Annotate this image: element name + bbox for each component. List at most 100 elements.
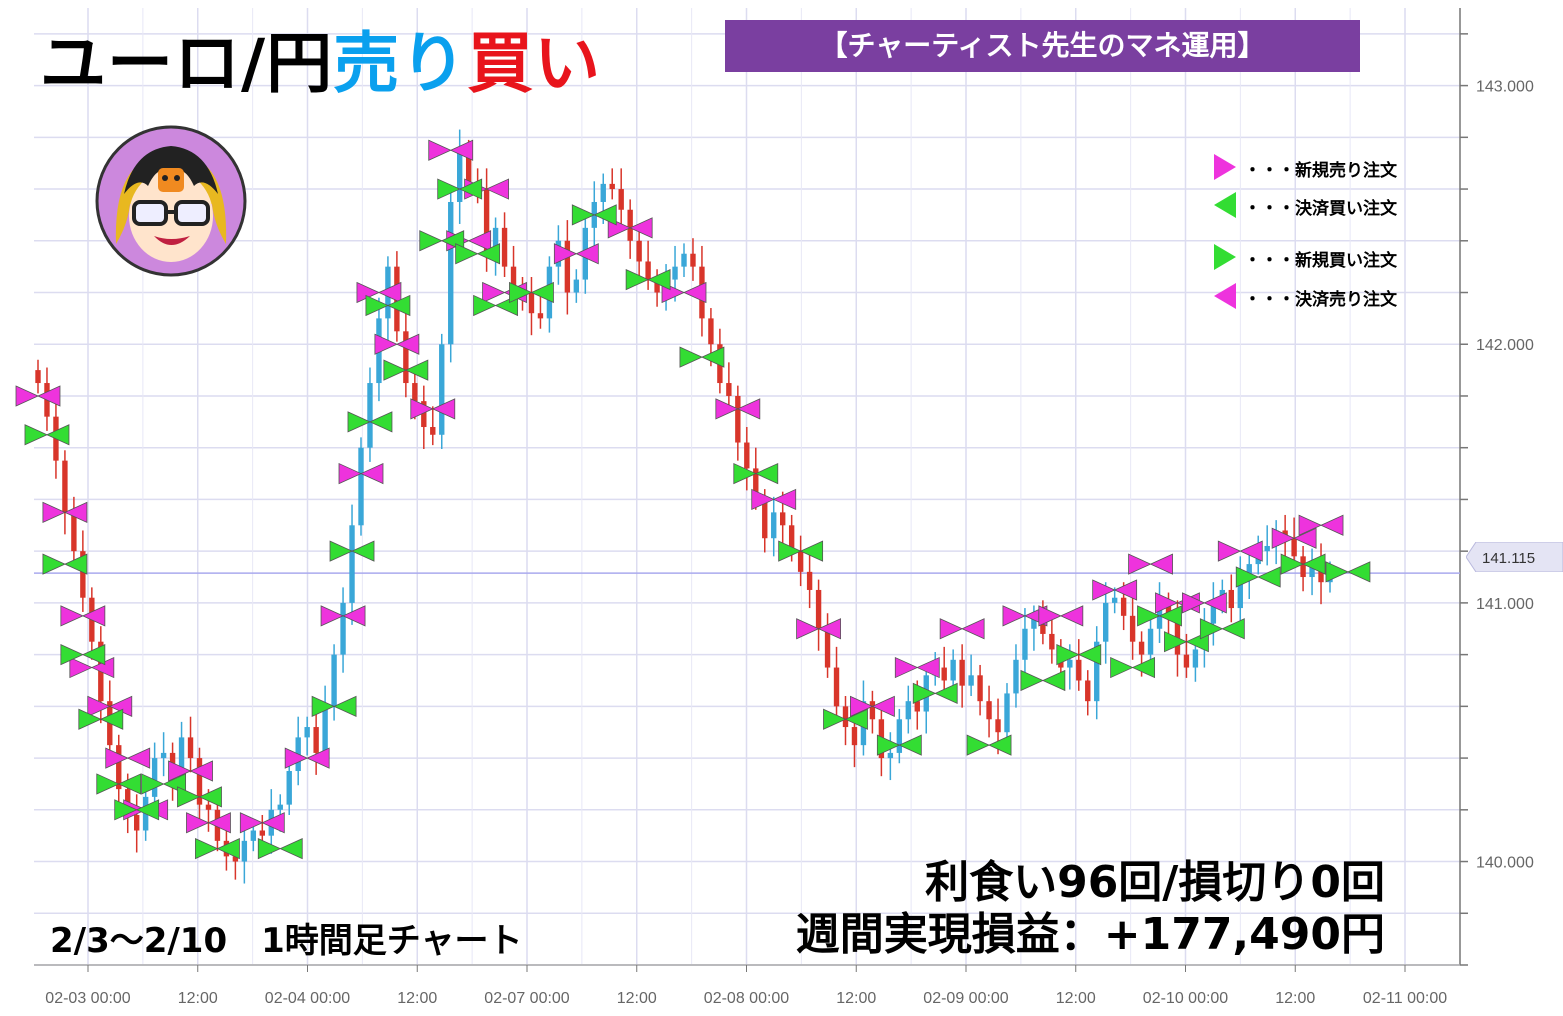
candle-body [277,804,283,810]
sell-order-marker [428,139,474,161]
buy-order-marker [195,837,240,860]
candle-body [1174,615,1181,655]
buy-order-marker [571,204,617,226]
candle-body [151,758,158,797]
sell-order-marker [715,398,761,420]
sell-order-marker [796,618,841,640]
candle-body [1111,597,1118,603]
candle-body [887,752,894,759]
buy-order-marker [966,734,1012,756]
candle-body [483,189,490,254]
candle-body [735,395,741,443]
candle-body [1076,659,1082,681]
sell-order-marker [338,462,384,485]
sell-order-marker [410,398,456,420]
x-tick-label: 02-03 00:00 [45,990,131,1007]
buy-order-marker [1020,669,1066,692]
candle-body [1246,564,1252,578]
buy-order-marker [733,462,779,485]
candle-body [134,814,140,831]
buy-order-marker [383,359,429,381]
candle-body [824,628,831,668]
candle-body [1040,615,1046,634]
candle-body [160,752,167,759]
candle-body [205,804,212,810]
candle-body [178,737,185,779]
buy-order-marker [177,786,222,808]
buy-order-marker [437,178,483,200]
buy-order-marker [347,411,393,433]
x-tick-label: 12:00 [178,990,218,1007]
buy-order-marker [365,294,411,317]
candle-body [1147,628,1154,655]
buy-order-marker [1235,566,1281,588]
x-tick-label: 12:00 [1056,990,1096,1007]
candle-body [1085,680,1091,702]
candle-body [600,183,606,202]
buy-order-marker [912,682,958,705]
candle-body [636,240,642,262]
sell-order-marker [1128,553,1173,575]
candle-body [708,318,714,345]
weekly-profit-stat: 週間実現損益：+177,490円 [795,909,1385,960]
candle-body [896,719,903,753]
buy-order-marker [96,773,142,795]
x-tick-label: 12:00 [397,990,437,1007]
sell-order-marker [168,760,213,782]
x-tick-label: 12:00 [836,990,876,1007]
candle-body [448,201,454,345]
candle-body [1120,597,1127,616]
order-markers [15,139,1371,860]
candle-body [672,266,678,280]
sell-order-marker [939,618,985,640]
title-sell: 売り [333,25,468,102]
candle-body [1237,577,1243,609]
candle-body [1192,649,1199,668]
x-tick-label: 02-07 00:00 [484,990,570,1007]
candle-body [35,370,41,384]
x-tick-label: 02-08 00:00 [704,990,790,1007]
candle-body [1103,602,1109,642]
sell-order-marker [850,695,895,717]
buy-order-marker [60,644,106,666]
candle-body [851,727,858,746]
trade-count-stat: 利食い96回/損切り0回 [925,857,1385,908]
candle-body [340,602,346,655]
candle-body [977,675,983,702]
sell-order-marker [1092,579,1138,601]
sell-order-marker [320,605,366,627]
left-triangle-magenta-icon [1214,283,1236,309]
candle-body [1004,693,1010,733]
title-pair: ユーロ/円 [40,25,334,102]
candle-body [430,427,436,435]
candle-body [80,551,86,598]
candle-body [645,261,651,280]
sell-order-marker [15,385,61,407]
buy-order-marker [509,281,554,304]
candle-body [690,253,696,267]
candle-body [842,706,849,728]
candle-body [914,701,920,712]
sell-order-marker [553,243,599,265]
buy-order-marker [257,837,303,860]
banner: 【チャーティスト先生のマネ運用】 [725,20,1360,72]
candle-body [367,383,373,448]
candle-body [1183,654,1190,668]
candle-body [654,279,660,293]
buy-order-marker [1110,656,1156,679]
candle-body [501,227,508,267]
buy-order-marker [24,424,70,446]
sell-order-marker [894,656,940,679]
candle-body [797,551,804,572]
candle-body [304,727,310,738]
candle-body [564,240,571,293]
candle-body [762,499,768,539]
buy-order-marker [114,799,160,821]
candle-body [250,830,257,841]
candle-body [1309,564,1315,578]
buy-order-marker [455,243,501,265]
candle-body [187,737,194,759]
buy-order-marker [311,695,357,717]
candle-body [232,856,239,862]
title-buy: 買い [467,25,602,102]
